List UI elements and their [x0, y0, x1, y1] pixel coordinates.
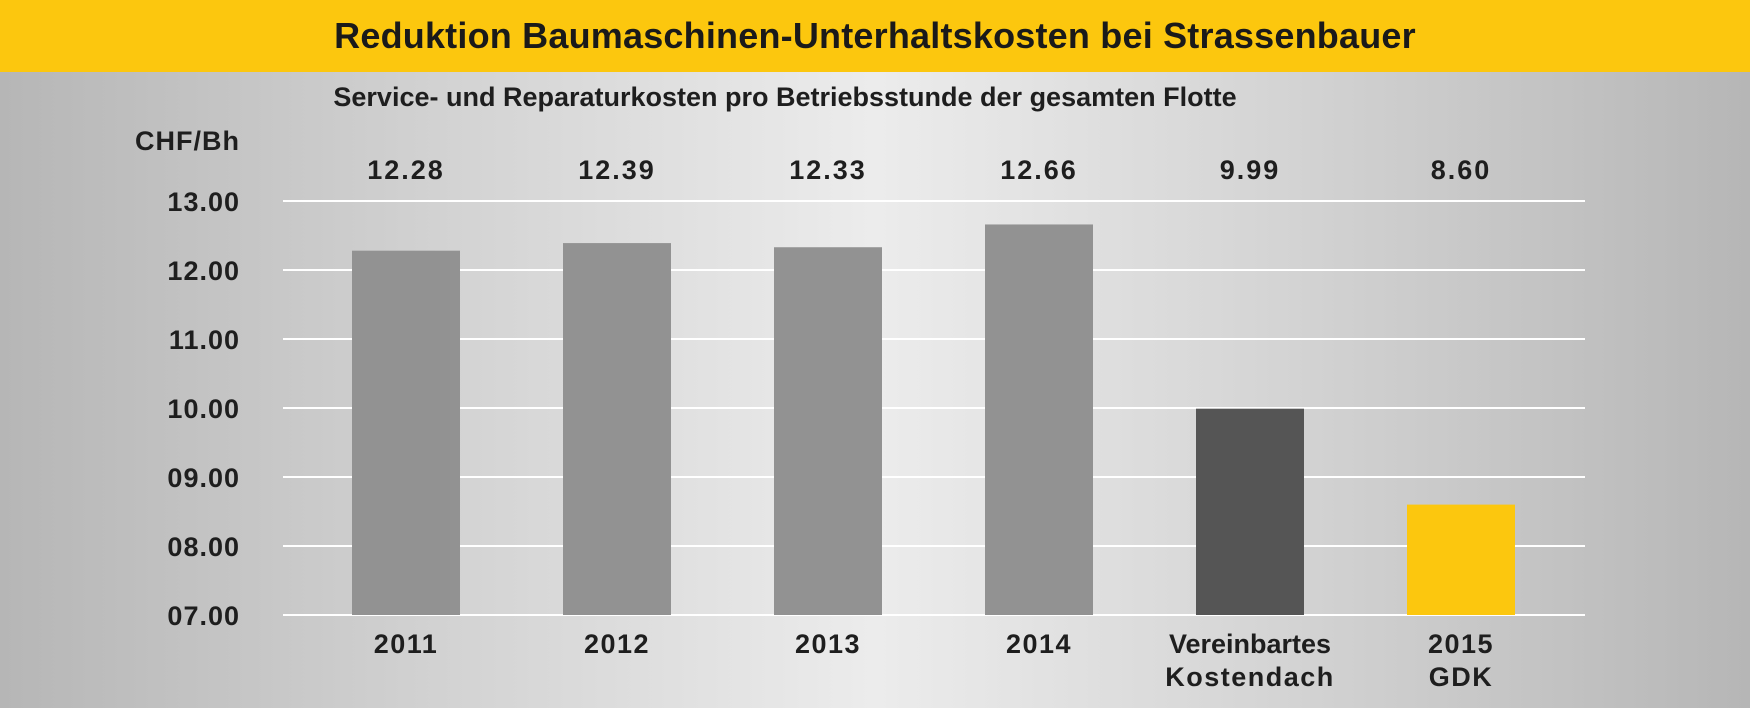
chart-title: Reduktion Baumaschinen-Unterhaltskosten …: [334, 15, 1416, 56]
chart-subtitle: Service- und Reparaturkosten pro Betrieb…: [333, 82, 1236, 112]
y-axis-ticks: 07.00 08.00 09.00 10.00 11.00 12.00 13.00: [167, 187, 240, 631]
x-tick-label: GDK: [1429, 662, 1494, 692]
value-label: 12.66: [1000, 155, 1078, 185]
value-label: 9.99: [1220, 155, 1281, 185]
bar: [352, 250, 460, 615]
x-tick-label: 2011: [374, 629, 439, 659]
bars: [352, 224, 1515, 616]
bar: [1407, 504, 1515, 615]
value-label: 12.28: [367, 155, 445, 185]
bar: [985, 224, 1093, 615]
bar: [1196, 408, 1304, 615]
y-tick-label: 10.00: [167, 394, 240, 424]
y-tick-label: 08.00: [167, 532, 240, 562]
y-tick-label: 09.00: [167, 463, 240, 493]
x-tick-label: Vereinbartes: [1169, 629, 1331, 659]
y-tick-label: 11.00: [169, 325, 240, 355]
y-tick-label: 12.00: [167, 256, 240, 286]
x-tick-label: 2014: [1006, 629, 1072, 659]
bar: [563, 243, 671, 615]
grid-lines: [283, 200, 1585, 616]
value-label: 12.33: [789, 155, 867, 185]
y-tick-label: 07.00: [167, 601, 240, 631]
x-tick-label: 2015: [1428, 629, 1494, 659]
title-bar: Reduktion Baumaschinen-Unterhaltskosten …: [0, 0, 1750, 72]
x-tick-label: 2012: [584, 629, 650, 659]
bar: [774, 247, 882, 616]
x-tick-label: Kostendach: [1165, 662, 1335, 692]
value-label: 8.60: [1431, 155, 1492, 185]
x-tick-label: 2013: [795, 629, 861, 659]
value-label: 12.39: [578, 155, 656, 185]
chart-plot: Service- und Reparaturkosten pro Betrieb…: [135, 82, 1585, 692]
value-labels: 12.28 12.39 12.33 12.66 9.99 8.60: [367, 155, 1492, 185]
y-tick-label: 13.00: [167, 187, 240, 217]
y-axis-label: CHF/Bh: [135, 126, 240, 156]
